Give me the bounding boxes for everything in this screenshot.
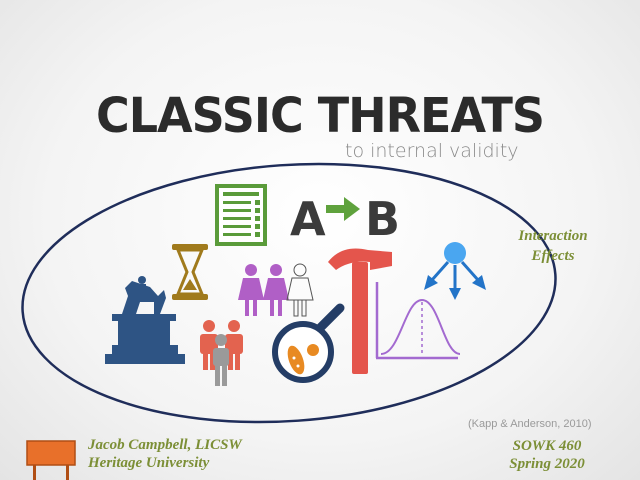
interaction-line-1: Interaction — [518, 228, 588, 244]
tree-arrows-icon — [424, 242, 486, 300]
author-name: Jacob Campbell, LICSW — [88, 437, 242, 453]
author-block: Jacob Campbell, LICSW Heritage Universit… — [88, 436, 242, 472]
course-code: SOWK 460 — [512, 438, 582, 454]
ab-letter-a: A — [290, 192, 326, 246]
magnifier-icon — [272, 303, 345, 383]
ab-letter-b: B — [365, 192, 400, 246]
interaction-line-2: Effects — [531, 248, 575, 264]
hourglass-icon — [172, 244, 208, 300]
bacteria-icon — [287, 344, 319, 375]
statue-icon — [105, 276, 185, 364]
validity-ellipse — [21, 162, 557, 424]
author-institution: Heritage University — [88, 455, 210, 471]
bell-curve-icon — [375, 282, 461, 360]
interaction-effects-label: Interaction Effects — [488, 226, 618, 266]
hammer-icon — [328, 248, 392, 374]
group-icon — [200, 320, 243, 386]
citation: (Kapp & Anderson, 2010) — [468, 418, 592, 430]
slide-title: CLASSIC THREATS — [95, 86, 545, 144]
slide-subtitle: to internal validity — [345, 140, 519, 162]
checklist-icon — [215, 184, 267, 246]
ab-arrow-icon: A B — [290, 192, 400, 246]
course-term: Spring 2020 — [509, 456, 585, 472]
women-icon — [238, 263, 314, 317]
course-block: SOWK 460 Spring 2020 — [468, 437, 626, 473]
sign-icon — [26, 440, 76, 480]
